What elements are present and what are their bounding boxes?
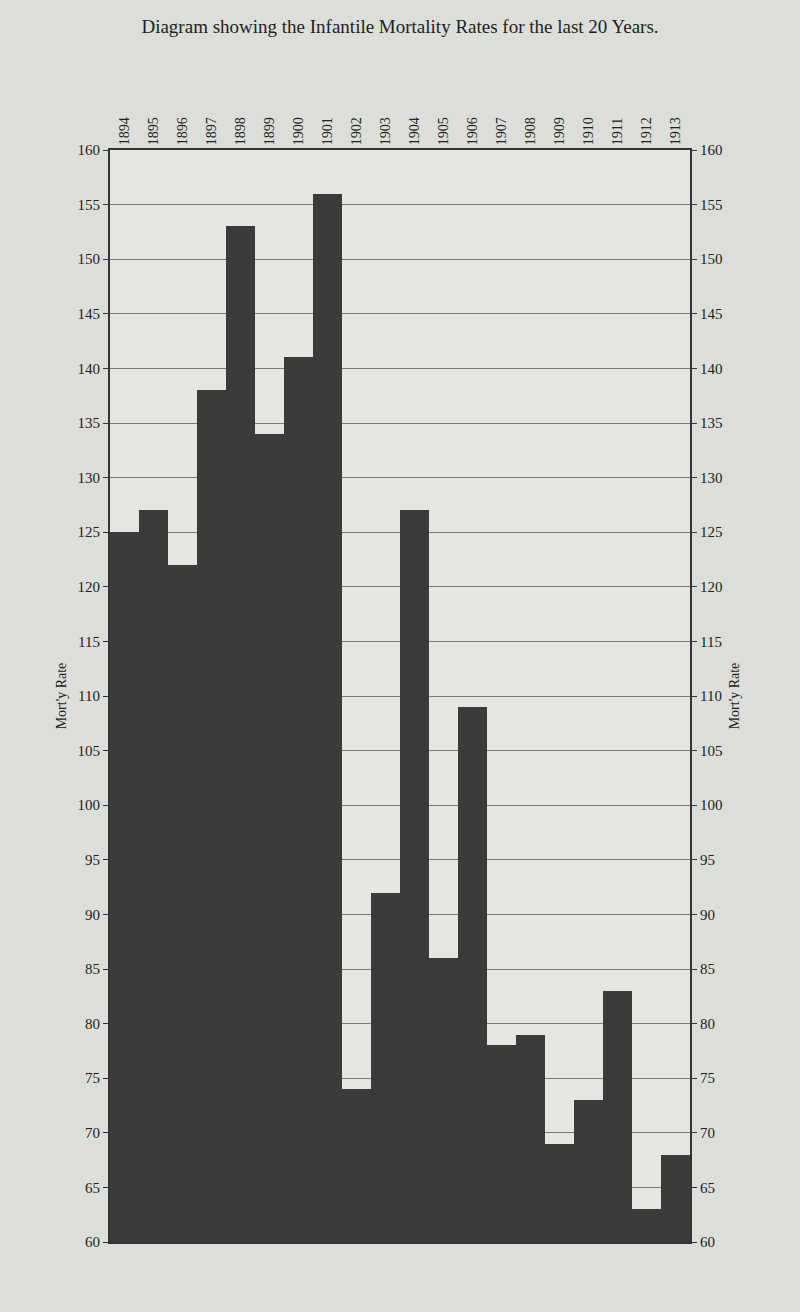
svg-text:110: 110 bbox=[700, 688, 722, 704]
svg-text:1905: 1905 bbox=[436, 117, 451, 145]
svg-text:1896: 1896 bbox=[175, 117, 190, 145]
svg-text:1899: 1899 bbox=[262, 117, 277, 145]
svg-text:155: 155 bbox=[78, 197, 101, 213]
svg-text:1907: 1907 bbox=[494, 117, 509, 145]
svg-text:145: 145 bbox=[700, 306, 723, 322]
svg-text:90: 90 bbox=[85, 907, 100, 923]
svg-text:150: 150 bbox=[78, 251, 101, 267]
svg-text:1913: 1913 bbox=[668, 117, 683, 145]
svg-text:95: 95 bbox=[700, 852, 715, 868]
svg-text:1911: 1911 bbox=[610, 118, 625, 145]
svg-text:1910: 1910 bbox=[581, 117, 596, 145]
svg-text:1901: 1901 bbox=[320, 117, 335, 145]
svg-text:115: 115 bbox=[700, 634, 722, 650]
svg-text:140: 140 bbox=[78, 361, 101, 377]
svg-text:140: 140 bbox=[700, 361, 723, 377]
svg-text:105: 105 bbox=[78, 743, 101, 759]
svg-text:120: 120 bbox=[700, 579, 723, 595]
svg-text:75: 75 bbox=[700, 1070, 715, 1086]
svg-text:1894: 1894 bbox=[117, 117, 132, 145]
svg-text:80: 80 bbox=[700, 1016, 715, 1032]
svg-text:1895: 1895 bbox=[146, 117, 161, 145]
svg-text:100: 100 bbox=[700, 797, 723, 813]
svg-text:160: 160 bbox=[78, 142, 101, 158]
svg-text:105: 105 bbox=[700, 743, 723, 759]
svg-text:85: 85 bbox=[700, 961, 715, 977]
svg-text:Mort'y Rate: Mort'y Rate bbox=[727, 663, 742, 730]
svg-text:65: 65 bbox=[700, 1180, 715, 1196]
svg-text:1903: 1903 bbox=[378, 117, 393, 145]
svg-text:135: 135 bbox=[78, 415, 101, 431]
svg-text:125: 125 bbox=[78, 524, 101, 540]
svg-text:1908: 1908 bbox=[523, 117, 538, 145]
svg-text:130: 130 bbox=[700, 470, 723, 486]
svg-text:1912: 1912 bbox=[639, 117, 654, 145]
svg-text:1906: 1906 bbox=[465, 117, 480, 145]
svg-text:60: 60 bbox=[700, 1234, 715, 1250]
svg-text:1909: 1909 bbox=[552, 117, 567, 145]
svg-text:1900: 1900 bbox=[291, 117, 306, 145]
svg-text:65: 65 bbox=[85, 1180, 100, 1196]
svg-text:1897: 1897 bbox=[204, 117, 219, 145]
svg-text:1904: 1904 bbox=[407, 117, 422, 145]
svg-text:70: 70 bbox=[700, 1125, 715, 1141]
svg-text:130: 130 bbox=[78, 470, 101, 486]
svg-text:120: 120 bbox=[78, 579, 101, 595]
svg-text:145: 145 bbox=[78, 306, 101, 322]
svg-text:155: 155 bbox=[700, 197, 723, 213]
svg-text:60: 60 bbox=[85, 1234, 100, 1250]
svg-text:1902: 1902 bbox=[349, 117, 364, 145]
svg-text:95: 95 bbox=[85, 852, 100, 868]
svg-text:115: 115 bbox=[78, 634, 100, 650]
svg-text:90: 90 bbox=[700, 907, 715, 923]
svg-text:Diagram showing the Infantile: Diagram showing the Infantile Mortality … bbox=[141, 16, 658, 37]
svg-text:75: 75 bbox=[85, 1070, 100, 1086]
svg-text:Mort'y Rate: Mort'y Rate bbox=[54, 663, 69, 730]
svg-text:100: 100 bbox=[78, 797, 101, 813]
svg-text:80: 80 bbox=[85, 1016, 100, 1032]
svg-text:1898: 1898 bbox=[233, 117, 248, 145]
svg-text:125: 125 bbox=[700, 524, 723, 540]
svg-text:150: 150 bbox=[700, 251, 723, 267]
svg-text:160: 160 bbox=[700, 142, 723, 158]
svg-text:135: 135 bbox=[700, 415, 723, 431]
svg-text:85: 85 bbox=[85, 961, 100, 977]
svg-text:70: 70 bbox=[85, 1125, 100, 1141]
svg-text:110: 110 bbox=[78, 688, 100, 704]
